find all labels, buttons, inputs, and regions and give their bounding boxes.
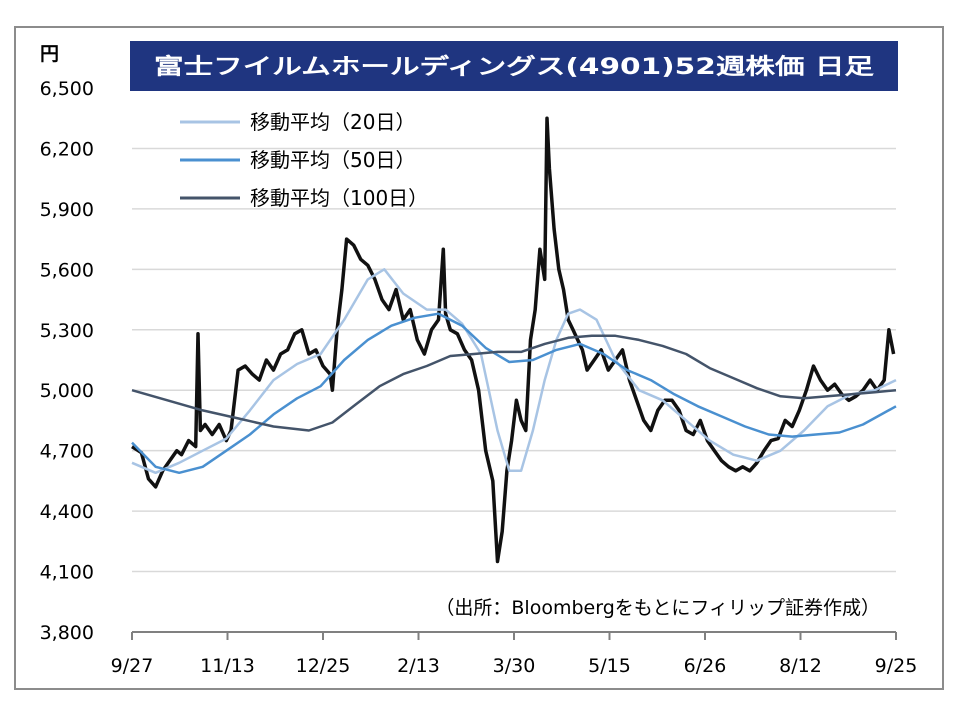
x-tick-label: 5/15: [588, 655, 631, 677]
legend-ma50: 移動平均（50日）: [180, 148, 415, 172]
ma100-line: [131, 334, 897, 432]
y-tick-label: 6,200: [40, 138, 94, 160]
ma20-line: [131, 268, 897, 475]
legend-ma20: 移動平均（20日）: [180, 110, 415, 134]
y-tick-label: 5,300: [40, 320, 94, 342]
x-tick-label: 6/26: [684, 655, 727, 677]
y-tick-label: 5,600: [40, 259, 94, 281]
legend-label: 移動平均（100日）: [250, 186, 428, 210]
legend: 移動平均（20日） 移動平均（50日） 移動平均（100日）: [180, 110, 428, 210]
legend-label: 移動平均（50日）: [250, 148, 415, 172]
title-banner: [130, 41, 898, 91]
series-lines: [131, 116, 897, 564]
x-tick-label: 12/25: [296, 655, 351, 677]
y-tick-label: 5,900: [40, 199, 94, 221]
y-tick-label: 4,100: [40, 562, 94, 584]
x-axis-ticks: 9/27 11/13 12/25 2/13 3/30 5/15 6/26 8/12 9/25: [111, 632, 918, 677]
y-unit-label: 円: [40, 43, 59, 65]
legend-label: 移動平均（20日）: [250, 110, 415, 134]
y-axis-ticks: 6,500 6,200 5,900 5,600 5,300 5,000 4,700 4,400…: [40, 78, 94, 644]
legend-ma100: 移動平均（100日）: [180, 186, 428, 210]
y-tick-label: 5,000: [40, 380, 94, 402]
y-tick-label: 3,800: [40, 622, 94, 644]
x-tick-label: 8/12: [779, 655, 822, 677]
source-note: （出所：Bloombergをもとにフィリップ証券作成）: [435, 597, 880, 619]
x-tick-label: 2/13: [397, 655, 440, 677]
x-tick-label: 9/27: [111, 655, 154, 677]
x-tick-label: 11/13: [200, 655, 255, 677]
chart-title: 富士フイルムホールディングス(4901)52週株価 日足: [154, 54, 874, 80]
x-tick-label: 3/30: [493, 655, 536, 677]
chart-frame: [14, 26, 944, 690]
y-tick-label: 6,500: [40, 78, 94, 100]
x-tick-label: 9/25: [875, 655, 918, 677]
y-tick-label: 4,700: [40, 441, 94, 463]
grid-lines: [132, 87, 896, 573]
y-tick-label: 4,400: [40, 501, 94, 523]
price-line: [131, 116, 896, 564]
ma50-line: [131, 312, 897, 475]
